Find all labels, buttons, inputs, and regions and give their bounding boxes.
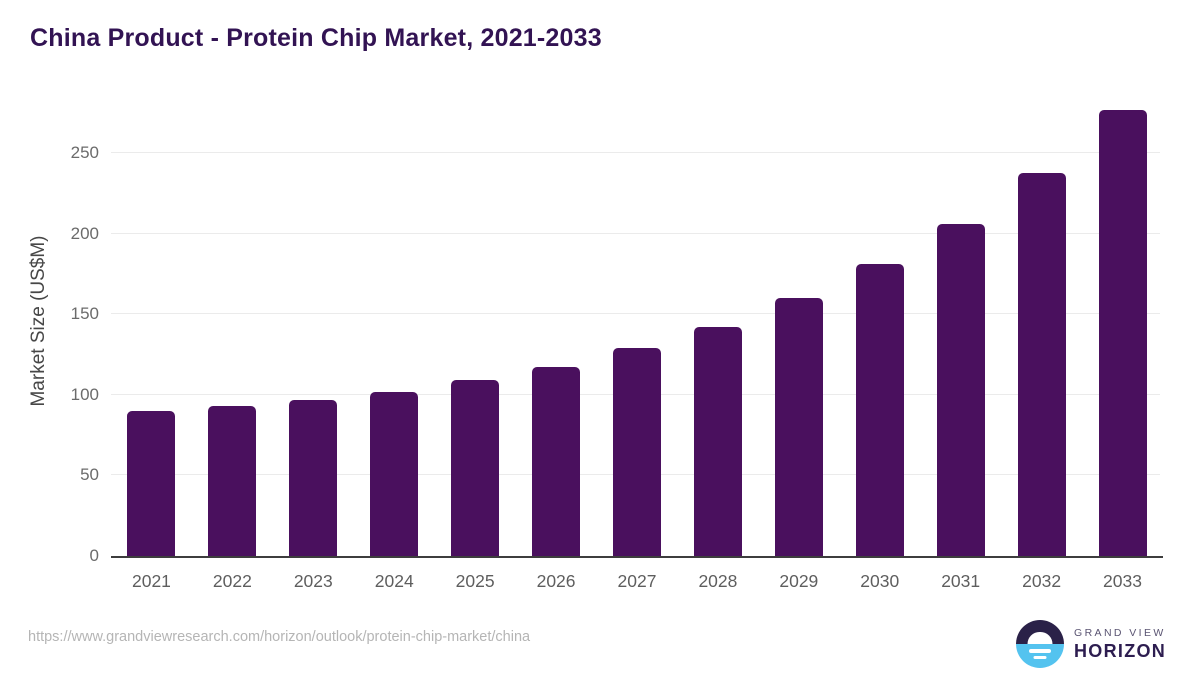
reflection-line-2 <box>1033 656 1047 659</box>
y-tick-label-200: 200 <box>70 223 99 243</box>
source-url: https://www.grandviewresearch.com/horizo… <box>28 629 531 645</box>
bar-slot-2032 <box>1001 100 1082 556</box>
bar-slot-2029 <box>758 100 839 556</box>
x-tick-label-2025: 2025 <box>455 571 495 591</box>
bar-2023 <box>289 399 338 556</box>
bar-2024 <box>370 391 419 556</box>
bar-slot-2031 <box>920 100 1001 556</box>
bar-2026 <box>532 367 581 556</box>
bar-slot-2028 <box>677 100 758 556</box>
x-tick-label-2029: 2029 <box>779 571 819 591</box>
sun-dome-shape <box>1027 632 1053 644</box>
x-axis-labels: 2021 2022 2023 2024 2025 2026 2027 2028 2029 2030… <box>111 571 1163 592</box>
brand-name-grand-view: GRAND VIEW <box>1074 626 1166 639</box>
y-tick-label-150: 150 <box>70 304 99 324</box>
x-tick-label-2028: 2028 <box>698 571 738 591</box>
brand-wordmark: GRAND VIEW HORIZON <box>1074 627 1166 662</box>
x-tick-label-2026: 2026 <box>536 571 576 591</box>
x-tick-label-2024: 2024 <box>374 571 414 591</box>
x-tick-label-2021: 2021 <box>131 571 171 591</box>
bar-slot-2026 <box>516 100 597 556</box>
bar-2029 <box>774 298 823 556</box>
bar-slot-2030 <box>839 100 920 556</box>
bar-slot-2021 <box>111 100 192 556</box>
bar-slot-2027 <box>597 100 678 556</box>
y-tick-label-100: 100 <box>70 384 99 404</box>
brand-logo: GRAND VIEW HORIZON <box>1016 620 1166 668</box>
x-tick-label-2023: 2023 <box>293 571 333 591</box>
bar-2033 <box>1098 109 1147 556</box>
bar-2031 <box>936 224 985 556</box>
reflection-line-1 <box>1029 649 1051 653</box>
y-axis-title: Market Size (US$M) <box>28 235 49 407</box>
gridline-200 <box>111 232 1160 234</box>
plot-area: 0 50 100 150 200 250 <box>71 100 1163 565</box>
x-tick-label-2022: 2022 <box>212 571 252 591</box>
bar-slot-2023 <box>273 100 354 556</box>
y-tick-label-50: 50 <box>80 465 99 485</box>
bar-2030 <box>855 264 904 556</box>
bar-2028 <box>693 327 742 556</box>
horizon-sunrise-icon <box>1016 620 1064 668</box>
x-tick-label-2031: 2031 <box>941 571 981 591</box>
gridline-150 <box>111 313 1160 315</box>
x-tick-label-2027: 2027 <box>617 571 657 591</box>
chart-title: China Product - Protein Chip Market, 202… <box>30 24 602 52</box>
y-tick-label-0: 0 <box>89 546 99 565</box>
bar-2022 <box>208 406 257 556</box>
bar-2032 <box>1017 172 1066 556</box>
bar-2021 <box>127 410 176 556</box>
x-tick-label-2030: 2030 <box>860 571 900 591</box>
bars-row <box>111 100 1163 556</box>
x-tick-label-2032: 2032 <box>1022 571 1062 591</box>
bar-slot-2025 <box>435 100 516 556</box>
bar-slot-2022 <box>192 100 273 556</box>
bar-2027 <box>612 348 661 556</box>
bar-slot-2024 <box>354 100 435 556</box>
gridline-250 <box>111 152 1160 154</box>
bar-slot-2033 <box>1082 100 1163 556</box>
brand-name-horizon: HORIZON <box>1074 640 1167 661</box>
bar-2025 <box>451 380 500 556</box>
x-tick-label-2033: 2033 <box>1103 571 1142 591</box>
y-tick-label-250: 250 <box>70 143 99 163</box>
